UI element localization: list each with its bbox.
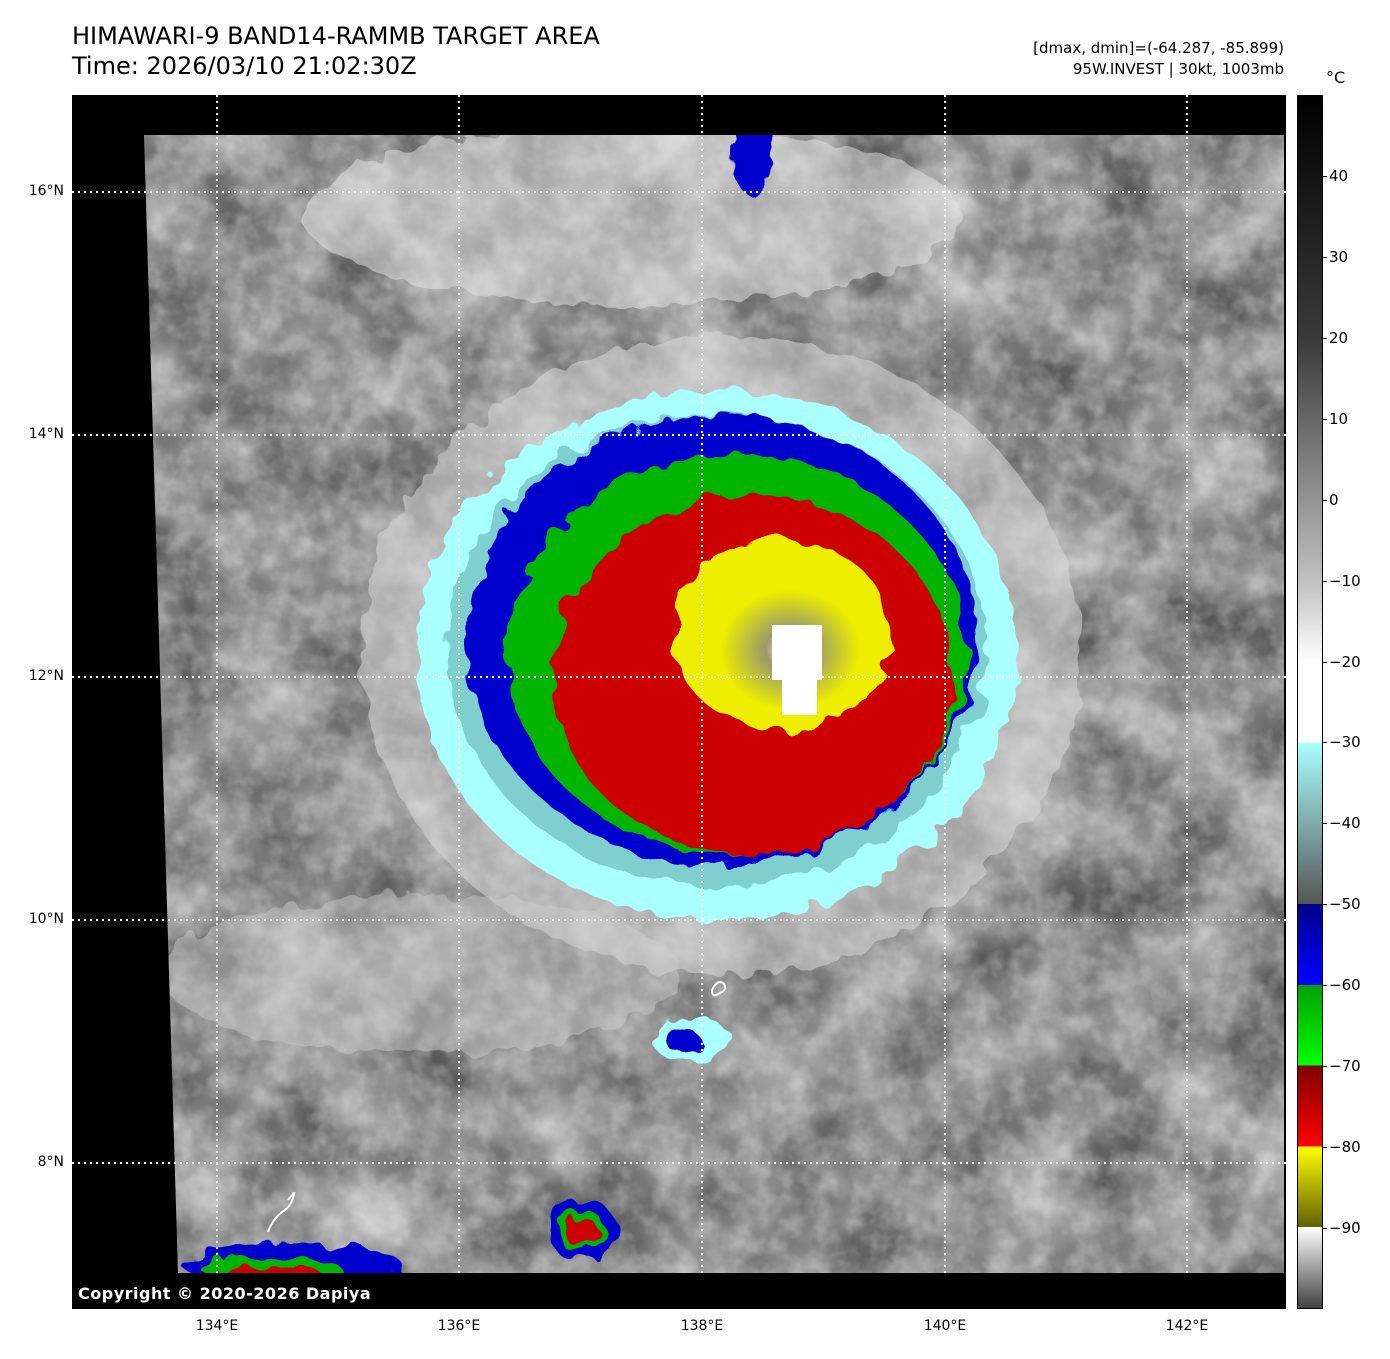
colorbar-tick-label: 10 bbox=[1329, 409, 1349, 428]
colorbar-tick bbox=[1322, 823, 1327, 825]
colorbar-tick bbox=[1322, 499, 1327, 501]
colorbar bbox=[1297, 95, 1323, 1309]
colorbar-tick bbox=[1322, 985, 1327, 987]
lat-label-14n: 14°N bbox=[28, 426, 64, 442]
colorbar-unit: °C bbox=[1326, 68, 1346, 87]
colorbar-tick-label: −50 bbox=[1329, 895, 1361, 914]
colorbar-tick bbox=[1322, 1147, 1327, 1149]
colorbar-tick-label: −20 bbox=[1329, 652, 1361, 671]
colorbar-tick bbox=[1322, 337, 1327, 339]
chart-title: HIMAWARI-9 BAND14-RAMMB TARGET AREA bbox=[72, 22, 600, 50]
lon-label-138e: 138°E bbox=[680, 1318, 724, 1334]
colorbar-tick-label: 30 bbox=[1329, 247, 1349, 266]
copyright-text: Copyright © 2020-2026 Dapiya bbox=[78, 1284, 372, 1303]
lat-label-8n: 8°N bbox=[37, 1154, 64, 1170]
satellite-image bbox=[72, 95, 1286, 1309]
colorbar-tick-label: −10 bbox=[1329, 571, 1361, 590]
lat-label-16n: 16°N bbox=[28, 183, 64, 199]
colorbar-tick-label: −90 bbox=[1329, 1219, 1361, 1238]
colorbar-tick-label: 20 bbox=[1329, 328, 1349, 347]
colorbar-tick bbox=[1322, 904, 1327, 906]
colorbar-tick-label: −30 bbox=[1329, 733, 1361, 752]
colorbar-tick bbox=[1322, 661, 1327, 663]
lon-label-136e: 136°E bbox=[437, 1318, 481, 1334]
colorbar-tick-label: 0 bbox=[1329, 490, 1339, 509]
colorbar-tick-label: −70 bbox=[1329, 1057, 1361, 1076]
colorbar-tick bbox=[1322, 175, 1327, 177]
colorbar-tick bbox=[1322, 256, 1327, 258]
lon-label-134e: 134°E bbox=[195, 1318, 239, 1334]
timestamp: Time: 2026/03/10 21:02:30Z bbox=[72, 52, 417, 80]
colorbar-tick bbox=[1322, 418, 1327, 420]
satellite-map bbox=[72, 95, 1286, 1309]
colorbar-tick-label: 40 bbox=[1329, 166, 1349, 185]
colorbar-tick-label: −80 bbox=[1329, 1138, 1361, 1157]
colorbar-tick bbox=[1322, 1228, 1327, 1230]
lon-label-140e: 140°E bbox=[923, 1318, 967, 1334]
colorbar-tick-label: −60 bbox=[1329, 976, 1361, 995]
lat-label-10n: 10°N bbox=[28, 911, 64, 927]
colorbar-tick bbox=[1322, 1066, 1327, 1068]
dmax-dmin-info: [dmax, dmin]=(-64.287, -85.899) bbox=[1033, 39, 1284, 57]
colorbar-tick bbox=[1322, 580, 1327, 582]
colorbar-tick bbox=[1322, 742, 1327, 744]
colorbar-tick-label: −40 bbox=[1329, 814, 1361, 833]
lat-label-12n: 12°N bbox=[28, 668, 64, 684]
lon-label-142e: 142°E bbox=[1165, 1318, 1209, 1334]
storm-info: 95W.INVEST | 30kt, 1003mb bbox=[1072, 60, 1284, 78]
